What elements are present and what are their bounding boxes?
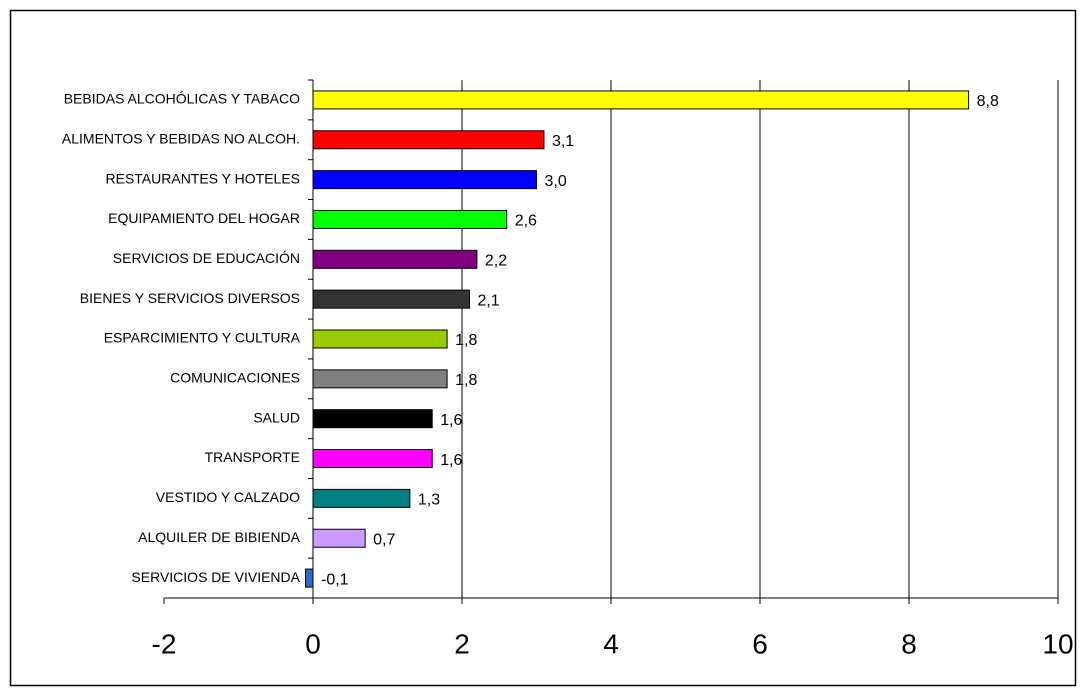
y-tick-label: ALIMENTOS Y BEBIDAS NO ALCOH. bbox=[62, 130, 300, 146]
bar bbox=[312, 369, 448, 389]
bar bbox=[312, 528, 366, 548]
bar bbox=[312, 329, 448, 349]
value-label: 1,8 bbox=[455, 332, 477, 349]
value-label: 0,7 bbox=[373, 531, 395, 548]
value-label: -0,1 bbox=[321, 571, 349, 588]
value-label: 1,6 bbox=[440, 412, 462, 429]
bar bbox=[312, 90, 970, 110]
value-label: 2,2 bbox=[485, 253, 507, 270]
x-tick-label: 10 bbox=[1042, 628, 1073, 659]
value-label: 1,8 bbox=[455, 372, 477, 389]
x-tick-label: 4 bbox=[603, 628, 619, 659]
y-tick-label: RESTAURANTES Y HOTELES bbox=[106, 170, 301, 186]
y-tick-label: TRANSPORTE bbox=[205, 449, 300, 465]
y-tick-label: VESTIDO Y CALZADO bbox=[156, 489, 300, 505]
x-tick-label: -2 bbox=[152, 628, 177, 659]
value-label: 1,6 bbox=[440, 452, 462, 469]
bar bbox=[305, 568, 314, 588]
bar bbox=[312, 170, 537, 190]
x-tick-label: 6 bbox=[752, 628, 768, 659]
y-tick-label: COMUNICACIONES bbox=[170, 370, 300, 386]
bar bbox=[312, 130, 545, 150]
x-tick-label: 8 bbox=[901, 628, 917, 659]
y-tick-label: BIENES Y SERVICIOS DIVERSOS bbox=[80, 290, 300, 306]
y-tick-label: SALUD bbox=[253, 409, 300, 425]
x-tick-label: 0 bbox=[305, 628, 321, 659]
y-tick-label: SERVICIOS DE EDUCACIÓN bbox=[113, 250, 300, 266]
value-label: 3,0 bbox=[545, 173, 567, 190]
bar bbox=[312, 409, 433, 429]
y-tick-label: EQUIPAMIENTO DEL HOGAR bbox=[108, 210, 300, 226]
value-label: 2,1 bbox=[477, 292, 499, 309]
value-label: 8,8 bbox=[977, 93, 999, 110]
value-label: 3,1 bbox=[552, 133, 574, 150]
y-tick-label: ALQUILER DE BIBIENDA bbox=[138, 529, 300, 545]
chart-frame bbox=[9, 9, 1077, 687]
y-tick-label: ESPARCIMIENTO Y CULTURA bbox=[104, 330, 301, 346]
y-tick-label: BEBIDAS ALCOHÓLICAS Y TABACO bbox=[64, 91, 300, 107]
x-tick-label: 2 bbox=[454, 628, 470, 659]
bar bbox=[312, 209, 508, 229]
value-label: 1,3 bbox=[418, 492, 440, 509]
bar bbox=[312, 249, 478, 269]
y-tick-label: SERVICIOS DE VIVIENDA bbox=[131, 569, 300, 585]
bar bbox=[312, 449, 433, 469]
bar bbox=[312, 289, 470, 309]
value-label: 2,6 bbox=[515, 213, 537, 230]
bar bbox=[312, 488, 411, 508]
